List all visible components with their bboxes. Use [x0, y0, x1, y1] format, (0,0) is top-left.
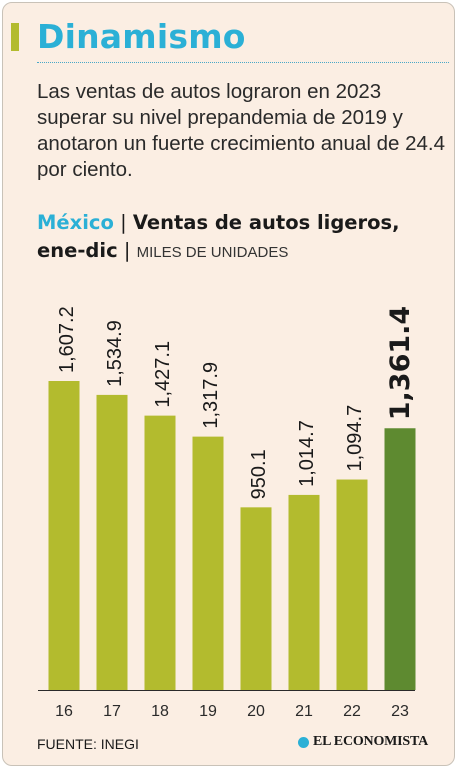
bar-16	[48, 381, 80, 690]
subtitle-separator: |	[120, 211, 127, 234]
bar-20	[240, 507, 272, 690]
x-tick-label-22: 22	[343, 703, 361, 720]
subtitle-main: Ventas de autos ligeros, ene-dic	[37, 211, 400, 262]
x-tick-label-19: 19	[199, 703, 217, 720]
bar-21	[288, 494, 320, 690]
bar-value-label-19: 1,317.9	[200, 362, 222, 429]
bar-value-label-16: 1,607.2	[56, 306, 78, 373]
x-tick-label-23: 23	[391, 703, 409, 720]
bar-value-label-22: 1,094.7	[344, 405, 366, 472]
intro-text: Las ventas de autos lograron en 2023 sup…	[37, 80, 445, 181]
bar-18	[144, 415, 176, 690]
bar-value-label-18: 1,427.1	[152, 341, 174, 408]
brand-logo: EL ECONOMISTA	[298, 734, 428, 750]
bar-value-label-17: 1,534.9	[104, 320, 126, 387]
source-note: FUENTE: INEGI	[37, 736, 139, 752]
bar-19	[192, 436, 224, 690]
subtitle-country: México	[37, 211, 114, 234]
x-tick-label-20: 20	[247, 703, 265, 720]
bar-chart: 1,607.2 16 1,534.9 17 1,427.1 18 1,317.9 19 950.…	[38, 306, 416, 720]
logo-text: EL ECONOMISTA	[313, 734, 428, 749]
x-tick-label-18: 18	[151, 703, 169, 720]
subtitle-units: MILES DE UNIDADES	[136, 244, 289, 261]
title-accent-bar	[11, 23, 19, 51]
title-divider	[37, 62, 449, 63]
bar-value-label-20: 950.1	[248, 449, 270, 499]
x-tick-label-16: 16	[55, 703, 73, 720]
bar-value-label-23: 1,361.4	[385, 306, 416, 420]
logo-icon	[298, 736, 309, 748]
subtitle-separator-2: |	[123, 239, 131, 262]
bar-22	[336, 479, 368, 690]
page-title: Dinamismo	[37, 17, 246, 56]
chart-subtitle: México | Ventas de autos ligeros, ene-di…	[37, 209, 447, 267]
bar-value-label-21: 1,014.7	[296, 420, 318, 487]
x-tick-label-21: 21	[295, 703, 313, 720]
bar-17	[96, 394, 128, 690]
x-tick-label-17: 17	[103, 703, 121, 720]
bar-23	[384, 428, 416, 690]
